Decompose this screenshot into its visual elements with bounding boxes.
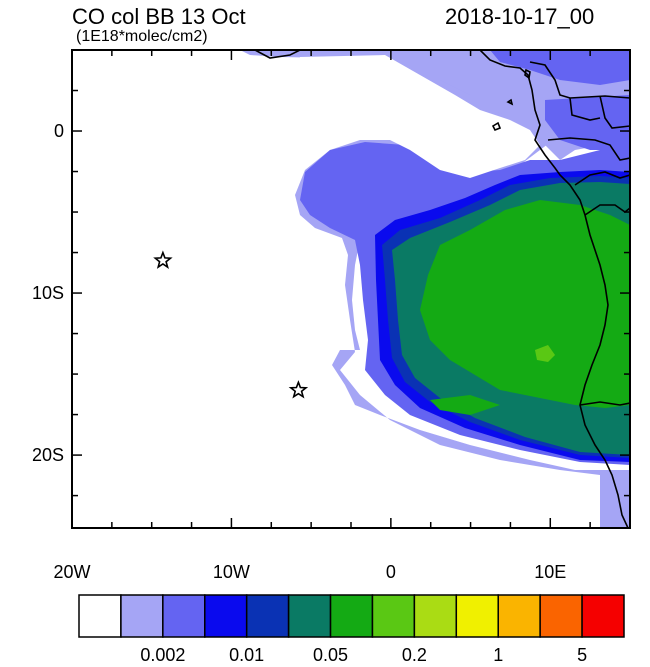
colorbar: 0.002 0.01 0.05 0.2 1 5 xyxy=(78,594,625,665)
co-field xyxy=(72,50,630,528)
border-central-1 xyxy=(574,171,630,186)
colorbar-box xyxy=(413,594,458,638)
colorbar-label: 0.01 xyxy=(229,645,264,665)
border-nigeria xyxy=(569,97,601,121)
colorbar-box xyxy=(497,594,541,638)
x-tick-label: 10E xyxy=(534,562,566,582)
x-tick-label: 20W xyxy=(53,562,90,582)
star-markers xyxy=(153,250,309,399)
colorbar-box xyxy=(245,594,290,638)
co-clear-north xyxy=(290,55,540,178)
y-tick-label: 10S xyxy=(32,283,64,303)
y-tick-label: 20S xyxy=(32,445,64,465)
x-tick-label: 10W xyxy=(213,562,250,582)
africa-coast xyxy=(479,50,629,528)
colorbar-box xyxy=(120,594,164,638)
y-axis-labels: 0 10S 20S xyxy=(32,121,64,465)
star-marker-2 xyxy=(288,380,309,399)
border-gabon-congo xyxy=(547,137,630,161)
border-drc-angola xyxy=(584,204,630,216)
colorbar-label: 1 xyxy=(493,645,503,665)
island-1 xyxy=(491,121,502,132)
timestamp-label: 2018-10-17_00 xyxy=(445,4,595,29)
co-level-7 xyxy=(535,345,555,362)
coastline xyxy=(254,50,630,528)
axis-ticks xyxy=(71,49,631,528)
colorbar-box xyxy=(162,594,206,638)
units-label: (1E18*molec/cm2) xyxy=(76,28,208,45)
x-axis-labels: 20W 10W 0 10E xyxy=(53,562,566,582)
star-marker-1 xyxy=(153,250,173,269)
co-level-6-south xyxy=(430,395,500,415)
colorbar-label: 0.002 xyxy=(140,645,185,665)
colorbar-label: 5 xyxy=(577,645,587,665)
border-angola-namibia xyxy=(579,401,630,406)
island-3 xyxy=(524,68,531,80)
colorbar-box xyxy=(287,594,332,638)
colorbar-box xyxy=(371,594,416,638)
colorbar-box xyxy=(455,594,499,638)
coast-top xyxy=(254,50,301,59)
colorbar-box xyxy=(539,594,583,638)
border-west-africa xyxy=(529,61,630,99)
co-level-2-ne xyxy=(545,95,630,150)
colorbar-box xyxy=(204,594,248,638)
border-north xyxy=(599,95,630,129)
colorbar-label: 0.2 xyxy=(402,645,427,665)
x-tick-label: 0 xyxy=(386,562,396,582)
co-level-6 xyxy=(420,200,630,408)
colorbar-box xyxy=(329,594,374,638)
colorbar-box xyxy=(581,594,625,638)
y-tick-label: 0 xyxy=(54,121,64,141)
colorbar-label: 0.05 xyxy=(313,645,348,665)
map-title: CO col BB 13 Oct xyxy=(72,4,246,29)
co-level-2-north xyxy=(490,50,630,85)
island-2 xyxy=(506,98,514,106)
colorbar-box xyxy=(78,594,122,638)
